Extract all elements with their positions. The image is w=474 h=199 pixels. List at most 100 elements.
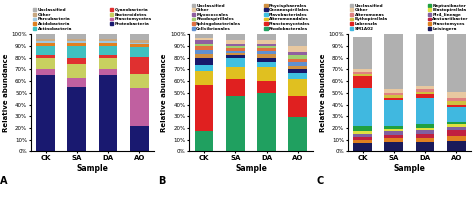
Bar <box>416 89 434 92</box>
Legend: Unclassified, Other, Alteromonas, Bythopirellala, Labrenzla, SM1A02, Neptunibact: Unclassified, Other, Alteromonas, Bythop… <box>350 3 469 31</box>
X-axis label: Sample: Sample <box>235 164 267 173</box>
Bar <box>226 48 245 51</box>
Bar <box>416 142 434 151</box>
Bar <box>67 58 86 64</box>
Bar <box>67 39 86 41</box>
Bar <box>288 62 307 66</box>
Bar <box>226 40 245 44</box>
Bar <box>353 140 372 143</box>
Bar <box>130 40 149 43</box>
Bar <box>384 95 403 98</box>
Bar <box>226 58 245 67</box>
Bar <box>447 141 465 151</box>
Bar <box>130 57 149 74</box>
Bar <box>36 43 55 46</box>
Bar <box>130 34 149 40</box>
Bar <box>257 51 276 54</box>
Bar <box>447 122 465 124</box>
Bar <box>67 64 86 78</box>
Legend: Unclassified, Other, Myxococcales, Rhodospirillales, Sphingobacteriales, Cellvib: Unclassified, Other, Myxococcales, Rhodo… <box>191 3 310 31</box>
Bar <box>226 51 245 53</box>
Bar <box>447 107 465 122</box>
Bar <box>195 46 213 50</box>
Bar <box>416 86 434 89</box>
X-axis label: Sample: Sample <box>393 164 425 173</box>
Bar <box>36 34 55 39</box>
Bar <box>130 88 149 126</box>
Y-axis label: Relative abundance: Relative abundance <box>161 54 167 132</box>
Bar <box>195 65 213 71</box>
Bar <box>130 74 149 88</box>
Bar <box>353 72 372 74</box>
Bar <box>226 46 245 48</box>
Bar <box>99 43 118 46</box>
Bar <box>447 127 465 130</box>
Bar <box>226 96 245 151</box>
Bar <box>288 73 307 79</box>
Bar <box>447 34 465 92</box>
Bar <box>288 52 307 55</box>
Bar <box>195 85 213 131</box>
Bar <box>257 44 276 46</box>
Text: C: C <box>317 176 324 186</box>
Bar <box>288 117 307 151</box>
Bar <box>384 34 403 89</box>
Bar <box>226 34 245 40</box>
Bar <box>416 124 434 128</box>
Bar <box>447 101 465 104</box>
Bar <box>288 69 307 73</box>
Legend: Unclassified, Other, Parcubacteria, Acidobacteria, Actinobacteria, Cyanobacteria: Unclassified, Other, Parcubacteria, Acid… <box>33 8 152 31</box>
Bar <box>36 58 55 69</box>
Bar <box>384 129 403 131</box>
Y-axis label: Relative abundance: Relative abundance <box>3 54 9 132</box>
Bar <box>67 46 86 58</box>
Bar <box>257 46 276 48</box>
Bar <box>288 96 307 117</box>
Bar <box>288 66 307 69</box>
Bar <box>226 55 245 58</box>
Bar <box>195 44 213 46</box>
Bar <box>384 142 403 151</box>
Bar <box>384 98 403 100</box>
Bar <box>67 78 86 87</box>
Bar <box>257 58 276 62</box>
Bar <box>36 75 55 151</box>
Bar <box>416 134 434 139</box>
Bar <box>288 59 307 62</box>
Bar <box>257 34 276 40</box>
Bar <box>99 69 118 75</box>
Bar <box>447 98 465 101</box>
Bar <box>257 67 276 81</box>
Bar <box>416 128 434 130</box>
Bar <box>288 34 307 46</box>
Bar <box>67 41 86 43</box>
Bar <box>226 79 245 96</box>
Bar <box>195 34 213 38</box>
Bar <box>99 34 118 39</box>
X-axis label: Sample: Sample <box>76 164 109 173</box>
Bar <box>353 134 372 137</box>
Bar <box>226 67 245 79</box>
Bar <box>36 46 55 55</box>
Bar <box>288 55 307 59</box>
Bar <box>67 34 86 39</box>
Bar <box>416 94 434 98</box>
Bar <box>226 44 245 46</box>
Bar <box>36 55 55 58</box>
Bar <box>384 131 403 135</box>
Bar <box>353 37 372 69</box>
Bar <box>353 137 372 140</box>
Bar <box>353 143 372 151</box>
Bar <box>195 40 213 44</box>
Bar <box>99 41 118 43</box>
Bar <box>257 81 276 93</box>
Bar <box>195 38 213 40</box>
Bar <box>99 55 118 58</box>
Bar <box>447 124 465 127</box>
Bar <box>195 71 213 85</box>
Bar <box>416 98 434 124</box>
Bar <box>384 126 403 129</box>
Bar <box>130 47 149 57</box>
Bar <box>36 69 55 75</box>
Bar <box>99 46 118 55</box>
